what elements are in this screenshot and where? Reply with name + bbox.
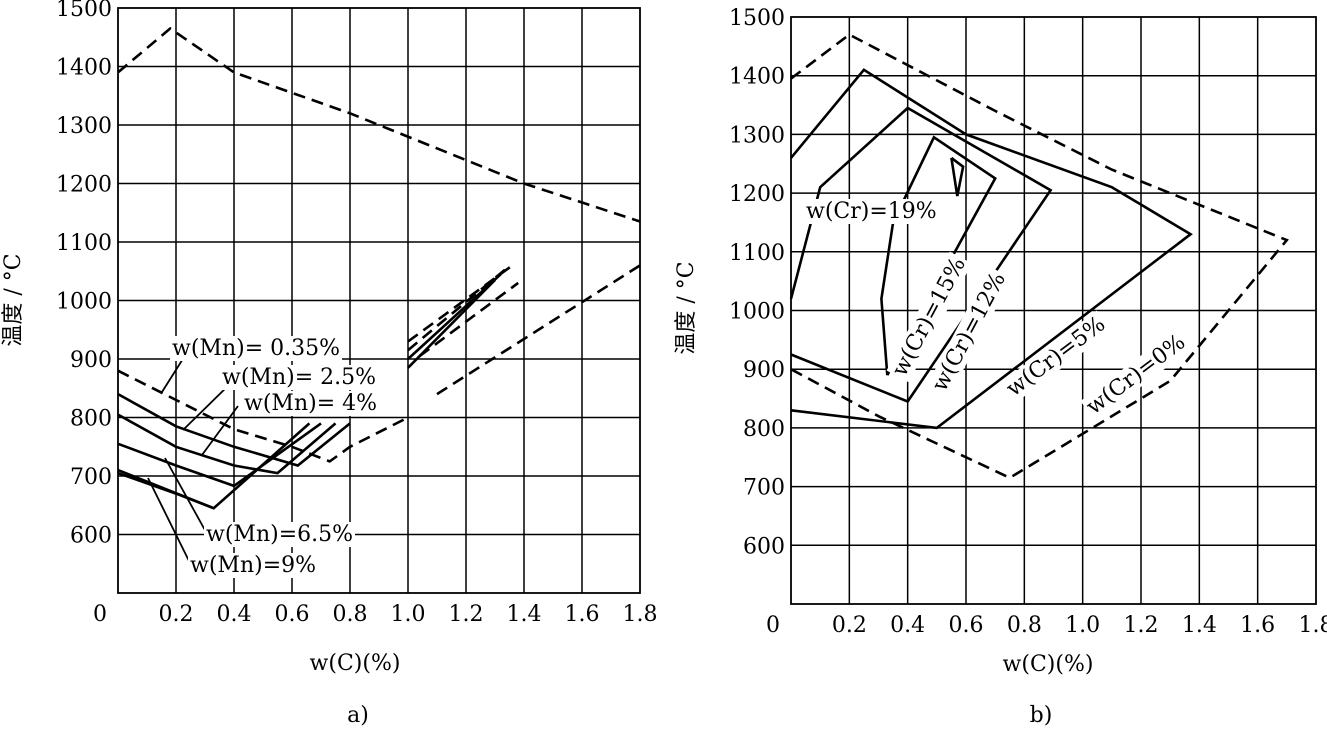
label-leader-line xyxy=(201,405,239,456)
x-tick-label: 1.6 xyxy=(565,602,600,627)
x-tick-label: 1.4 xyxy=(1182,613,1217,638)
x-tick-label: 0.4 xyxy=(890,613,925,638)
chart-panel-b: 0 0.2 0.4 0.6 0.8 1.0 1.2 1.4 1.6 1.8 600 700 800 900… xyxy=(674,6,1327,728)
x-tick-label: 0.2 xyxy=(832,613,867,638)
label-background xyxy=(886,251,972,383)
y-tick-label: 1100 xyxy=(56,231,112,256)
series-line xyxy=(950,156,965,197)
label-background xyxy=(188,553,319,578)
x-tick-label: 0.8 xyxy=(333,602,368,627)
y-tick-label: 1300 xyxy=(729,123,785,148)
y-tick-label: 1400 xyxy=(56,56,112,81)
x-tick-label: 1.6 xyxy=(1240,613,1275,638)
x-tick-label: 0.6 xyxy=(949,613,984,638)
series-line xyxy=(117,422,322,488)
series-label: w(Mn)= 2.5% xyxy=(222,365,376,390)
plot-frame xyxy=(790,16,1317,605)
label-background xyxy=(204,522,356,547)
series-line xyxy=(117,392,351,467)
x-tick-label: 1.2 xyxy=(449,602,484,627)
label-background xyxy=(926,266,1012,398)
series-label: w(Mn)=9% xyxy=(190,553,316,578)
y-tick-label: 900 xyxy=(70,348,112,373)
chart-panel-a: 0 0.2 0.4 0.6 0.8 1.0 1.2 1.4 1.6 1.8 600 700 800 900… xyxy=(1,0,658,728)
series-line-segment xyxy=(418,281,519,358)
panel-label: b) xyxy=(1030,703,1053,728)
y-axis-label: 温度 / °C xyxy=(1,253,26,346)
x-tick-label: 1.8 xyxy=(1299,613,1327,638)
y-tick-label: 1400 xyxy=(729,65,785,90)
x-axis-label: w(C)(%) xyxy=(310,651,401,676)
plot-frame xyxy=(117,7,641,594)
y-tick-label: 1100 xyxy=(729,241,785,266)
series-label: w(Mn)=6.5% xyxy=(206,522,353,547)
y-tick-label: 1000 xyxy=(729,300,785,325)
y-axis-label: 温度 / °C xyxy=(674,261,699,354)
y-tick-label: 600 xyxy=(743,534,785,559)
series-line xyxy=(117,26,641,223)
x-tick-label: 1.2 xyxy=(1124,613,1159,638)
series-label: w(Mn)= 0.35% xyxy=(172,336,340,361)
series-label: w(Cr)=5% xyxy=(1002,312,1110,402)
series-line xyxy=(117,422,311,510)
y-tick-label: 1200 xyxy=(729,182,785,207)
series-line-segment xyxy=(407,273,502,360)
panel-label: a) xyxy=(347,703,369,728)
series-line xyxy=(790,33,1289,480)
x-tick-label: 0 xyxy=(93,602,107,627)
y-tick-label: 800 xyxy=(743,417,785,442)
y-tick-label: 900 xyxy=(743,358,785,383)
y-tick-label: 1500 xyxy=(56,0,112,22)
label-background xyxy=(1000,310,1112,404)
series-label: w(Mn)= 4% xyxy=(244,391,377,416)
x-tick-label: 1.8 xyxy=(623,602,658,627)
y-tick-label: 1200 xyxy=(56,173,112,198)
y-tick-label: 600 xyxy=(70,524,112,549)
series-line xyxy=(880,135,997,376)
label-background xyxy=(220,365,379,390)
x-tick-label: 1.4 xyxy=(507,602,542,627)
series-line xyxy=(117,413,337,475)
label-background xyxy=(1080,328,1192,422)
x-tick-label: 1.0 xyxy=(391,602,426,627)
series-label: w(Cr)=19% xyxy=(806,199,937,224)
x-tick-label: 1.0 xyxy=(1065,613,1100,638)
series-line xyxy=(436,264,641,396)
grid xyxy=(791,17,1316,604)
y-tick-label: 700 xyxy=(70,465,112,490)
label-background xyxy=(170,336,343,361)
label-background xyxy=(804,199,939,224)
x-tick-label: 0.2 xyxy=(159,602,194,627)
series-line xyxy=(789,68,1193,430)
label-leader-line xyxy=(147,477,191,564)
series-line-segment xyxy=(407,264,514,343)
y-tick-label: 1500 xyxy=(729,6,785,31)
y-tick-label: 1000 xyxy=(56,290,112,315)
y-tick-label: 700 xyxy=(743,476,785,501)
x-tick-label: 0.4 xyxy=(217,602,252,627)
x-tick-label: 0.6 xyxy=(275,602,310,627)
label-leader-line xyxy=(164,457,207,533)
x-axis-label: w(C)(%) xyxy=(1003,652,1094,677)
x-tick-label: 0.8 xyxy=(1007,613,1042,638)
label-background xyxy=(242,391,380,416)
grid xyxy=(118,8,640,593)
x-tick-label: 0 xyxy=(766,613,780,638)
y-tick-label: 800 xyxy=(70,407,112,432)
series-line xyxy=(117,471,215,510)
y-tick-label: 1300 xyxy=(56,114,112,139)
